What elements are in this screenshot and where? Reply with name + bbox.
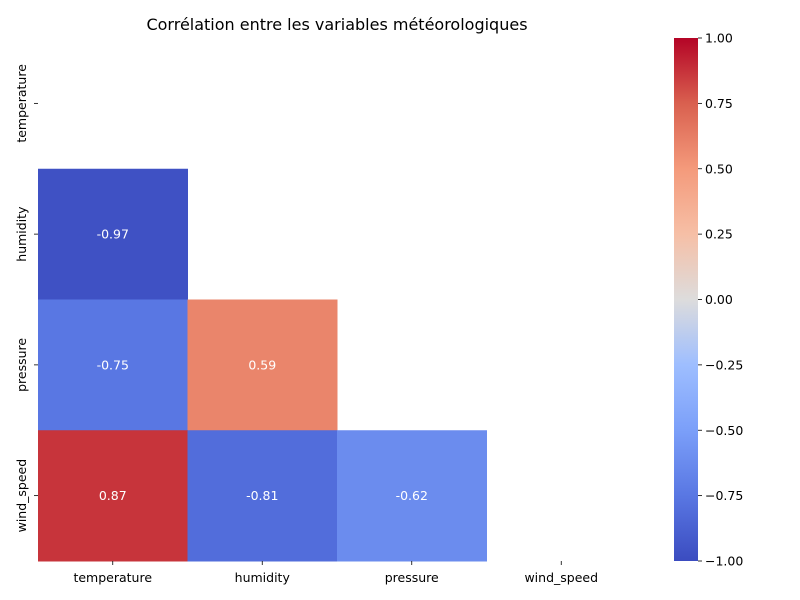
x-tick-label: pressure [385, 570, 439, 585]
cell-value-label: -0.62 [396, 488, 428, 503]
y-tick-label: wind_speed [14, 459, 29, 533]
colorbar-ticks: 1.00 0.75 0.50 0.25 0.00 −0.25 −0.50 −0.75 −1.00 [698, 31, 743, 569]
heatmap-cells: -0.97 -0.75 0.59 0.87 -0.81 -0.62 [38, 168, 487, 562]
heatmap-cell [38, 299, 188, 431]
x-tick-label: temperature [73, 570, 152, 585]
heatmap-cell [187, 430, 338, 562]
y-tick-label: pressure [14, 338, 29, 392]
y-tick-label: temperature [14, 64, 29, 143]
colorbar-tick-label: 0.00 [705, 292, 733, 307]
colorbar: 1.00 0.75 0.50 0.25 0.00 −0.25 −0.50 −0.75 −1.00 [674, 31, 743, 569]
colorbar-tick-label: −1.00 [705, 554, 743, 569]
cell-value-label: 0.87 [99, 488, 127, 503]
colorbar-tick-label: −0.75 [705, 488, 743, 503]
heatmap-cell [38, 430, 188, 562]
colorbar-tick-label: 1.00 [705, 31, 733, 46]
y-tick-label: humidity [14, 206, 29, 262]
colorbar-tick-label: 0.75 [705, 96, 733, 111]
heatmap-cell [337, 430, 487, 562]
x-tick-label: humidity [235, 570, 291, 585]
colorbar-tick-label: 0.25 [705, 227, 733, 242]
colorbar-tick-label: 0.50 [705, 161, 733, 176]
y-axis: temperature humidity pressure wind_speed [14, 64, 38, 533]
chart-title: Corrélation entre les variables météorol… [146, 15, 527, 34]
x-tick-label: wind_speed [524, 570, 598, 585]
heatmap-cell [38, 168, 188, 300]
colorbar-tick-label: −0.25 [705, 357, 743, 372]
x-axis: temperature humidity pressure wind_speed [73, 561, 598, 585]
cell-value-label: -0.75 [97, 357, 129, 372]
colorbar-tick-label: −0.50 [705, 423, 743, 438]
cell-value-label: -0.81 [246, 488, 278, 503]
heatmap-cell [187, 299, 338, 431]
colorbar-gradient [674, 38, 698, 561]
cell-value-label: -0.97 [97, 227, 129, 242]
cell-value-label: 0.59 [248, 357, 276, 372]
